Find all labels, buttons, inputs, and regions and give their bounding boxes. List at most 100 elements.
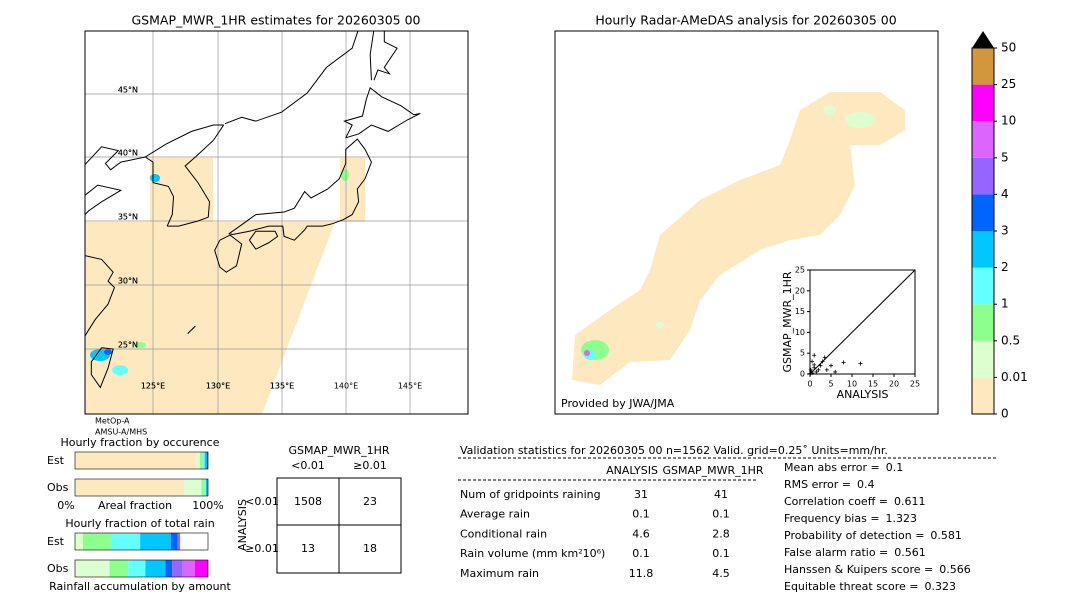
scatter-point <box>841 360 846 365</box>
score: RMS error = 0.4 <box>784 478 874 491</box>
colorbar-label: 50 <box>1001 41 1016 55</box>
fraction-segment <box>200 452 203 469</box>
row-value: 2.8 <box>712 527 730 540</box>
map-title: Hourly Radar-AMeDAS analysis for 2026030… <box>595 13 896 28</box>
y-tick-label: 15 <box>795 307 805 316</box>
fraction-segment <box>207 479 208 496</box>
rain-spot <box>845 112 875 128</box>
row-value: 41 <box>714 488 728 501</box>
score-value: 0.566 <box>939 563 971 576</box>
colorbar-label: 1 <box>1001 297 1009 311</box>
colorbar-segment <box>972 84 994 122</box>
fraction-segment <box>76 560 110 577</box>
satellite: MetOp-A <box>95 417 130 426</box>
rain-spot <box>584 350 590 356</box>
table-cell: 23 <box>363 495 377 508</box>
colorbar-label: 25 <box>1001 77 1016 91</box>
scatter-point <box>810 371 815 376</box>
map-frame <box>554 30 939 415</box>
bar-frame <box>74 451 209 470</box>
coastline <box>187 325 196 334</box>
bar-frame <box>74 559 209 578</box>
colorbar: 0 0.01 0.5 1 2 3 4 5 10 25 50 <box>971 31 1028 421</box>
scatter-point <box>829 363 833 368</box>
colorbar-label: 0.01 <box>1001 370 1028 384</box>
row-label: Maximum rain <box>460 567 539 580</box>
score: False alarm ratio = 0.561 <box>784 546 926 559</box>
score: Hanssen & Kuipers score = 0.566 <box>784 563 971 576</box>
scatter-inset: 0 5 10 15 20 25 0 5 10 15 20 25 ANALYSIS GSMAP_MWR_1H… <box>781 266 920 402</box>
row-value: 31 <box>634 488 648 501</box>
row-label: Rain volume (mm km²10⁶) <box>460 547 605 560</box>
coastline <box>225 29 359 124</box>
score-label: False alarm ratio = <box>784 546 888 559</box>
y-tick-label: 20 <box>795 286 805 295</box>
lat-label: 45°N <box>118 86 138 95</box>
colorbar-label: 10 <box>1001 114 1016 128</box>
axis-label: 100% <box>192 499 223 512</box>
fraction-segment <box>75 560 77 577</box>
scatter-point <box>816 367 821 372</box>
axis-label: 0% <box>57 499 74 512</box>
lat-label: 45°N <box>118 86 138 95</box>
coastline <box>369 31 398 81</box>
rain-spot <box>104 349 112 355</box>
score-value: 0.323 <box>924 580 956 593</box>
y-tick-label: 10 <box>795 328 805 337</box>
row-value: 0.1 <box>632 547 650 560</box>
colorbar-label: 2 <box>1001 260 1009 274</box>
rain-spot <box>150 174 160 182</box>
scatter-point <box>810 359 815 364</box>
score-value: 0.4 <box>857 478 875 491</box>
scatter-point <box>820 359 825 364</box>
x-tick-label: 0 <box>807 380 812 389</box>
scatter-point <box>822 355 827 360</box>
fraction-segment <box>165 560 173 577</box>
column-label: ANALYSIS <box>606 464 658 477</box>
lat-label: 40°N <box>118 149 138 158</box>
table-cell: 13 <box>301 542 315 555</box>
panel-title: Hourly fraction of total rain <box>65 517 214 530</box>
satellite: AMSU-A/MHS <box>95 428 147 437</box>
fraction-segment <box>170 533 178 550</box>
fraction-segment <box>204 452 207 469</box>
score: Mean abs error = 0.1 <box>784 461 903 474</box>
fraction-segment <box>177 533 181 550</box>
x-axis-label: ANALYSIS <box>837 388 889 401</box>
score-label: Frequency bias = <box>784 512 880 525</box>
score-label: Equitable threat score = <box>784 580 918 593</box>
score-value: 1.323 <box>886 512 918 525</box>
row-value: 0.1 <box>712 547 730 560</box>
row-label: Conditional rain <box>460 527 547 540</box>
lon-label: 135°E <box>270 382 294 391</box>
fraction-bars: Est Obs Est Obs <box>47 451 209 578</box>
rain-spot <box>341 169 349 181</box>
fraction-segment <box>75 479 185 496</box>
map-frame <box>84 30 469 415</box>
panel-title: Hourly fraction by occurence <box>61 436 220 449</box>
row-value: 0.1 <box>712 508 730 521</box>
scatter-point <box>812 353 817 358</box>
rain-area <box>85 222 335 414</box>
map-title: GSMAP_MWR_1HR estimates for 20260305 00 <box>132 13 421 28</box>
fraction-segment <box>145 560 166 577</box>
lat-label: 40°N <box>118 149 138 158</box>
scatter-point <box>824 367 829 372</box>
row-label: Obs <box>47 562 69 575</box>
fraction-segment <box>172 560 183 577</box>
rain-spot <box>656 322 664 328</box>
score-label: Mean abs error = <box>784 461 880 474</box>
coastline <box>343 87 421 139</box>
score: Probability of detection = 0.581 <box>784 529 962 542</box>
contingency-table: GSMAP_MWR_1HR<0.01 ≥0.01ANALYSIS<0.01≥0.0… <box>236 444 402 574</box>
coastline <box>85 255 116 337</box>
coastline <box>344 88 420 138</box>
score: Correlation coeff = 0.611 <box>784 495 926 508</box>
map <box>85 31 468 414</box>
x-tick-label: 10 <box>847 380 857 389</box>
rain-area <box>572 92 905 385</box>
rain-spot <box>134 342 146 348</box>
scatter-point <box>814 369 819 374</box>
lon-label: 140°E <box>334 382 358 391</box>
row-value: 4.6 <box>632 527 650 540</box>
